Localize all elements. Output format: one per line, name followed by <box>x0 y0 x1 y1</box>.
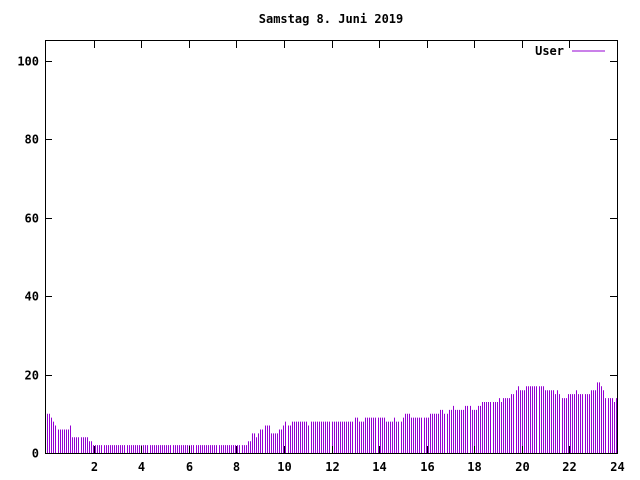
x-tick-label: 14 <box>372 460 386 474</box>
y-tick-label: 60 <box>25 212 39 226</box>
y-tick-label: 100 <box>17 55 39 69</box>
x-tick-label: 18 <box>467 460 481 474</box>
y-tick-label: 0 <box>32 447 39 461</box>
x-tick-label: 10 <box>277 460 291 474</box>
legend-label: User <box>535 44 564 58</box>
x-tick-label: 20 <box>515 460 529 474</box>
x-tick-label: 2 <box>91 460 98 474</box>
x-tick-label: 6 <box>186 460 193 474</box>
x-tick-label: 22 <box>562 460 576 474</box>
legend: User <box>535 44 605 58</box>
chart-title: Samstag 8. Juni 2019 <box>259 12 404 26</box>
x-tick-label: 24 <box>610 460 624 474</box>
y-tick-label: 80 <box>25 133 39 147</box>
x-tick-label: 4 <box>138 460 145 474</box>
y-tick-label: 20 <box>25 369 39 383</box>
x-tick-label: 12 <box>325 460 339 474</box>
plot-border <box>45 40 618 454</box>
series-bars <box>47 382 617 453</box>
x-tick-label: 8 <box>233 460 240 474</box>
x-tick-label: 16 <box>420 460 434 474</box>
y-tick-label: 40 <box>25 290 39 304</box>
